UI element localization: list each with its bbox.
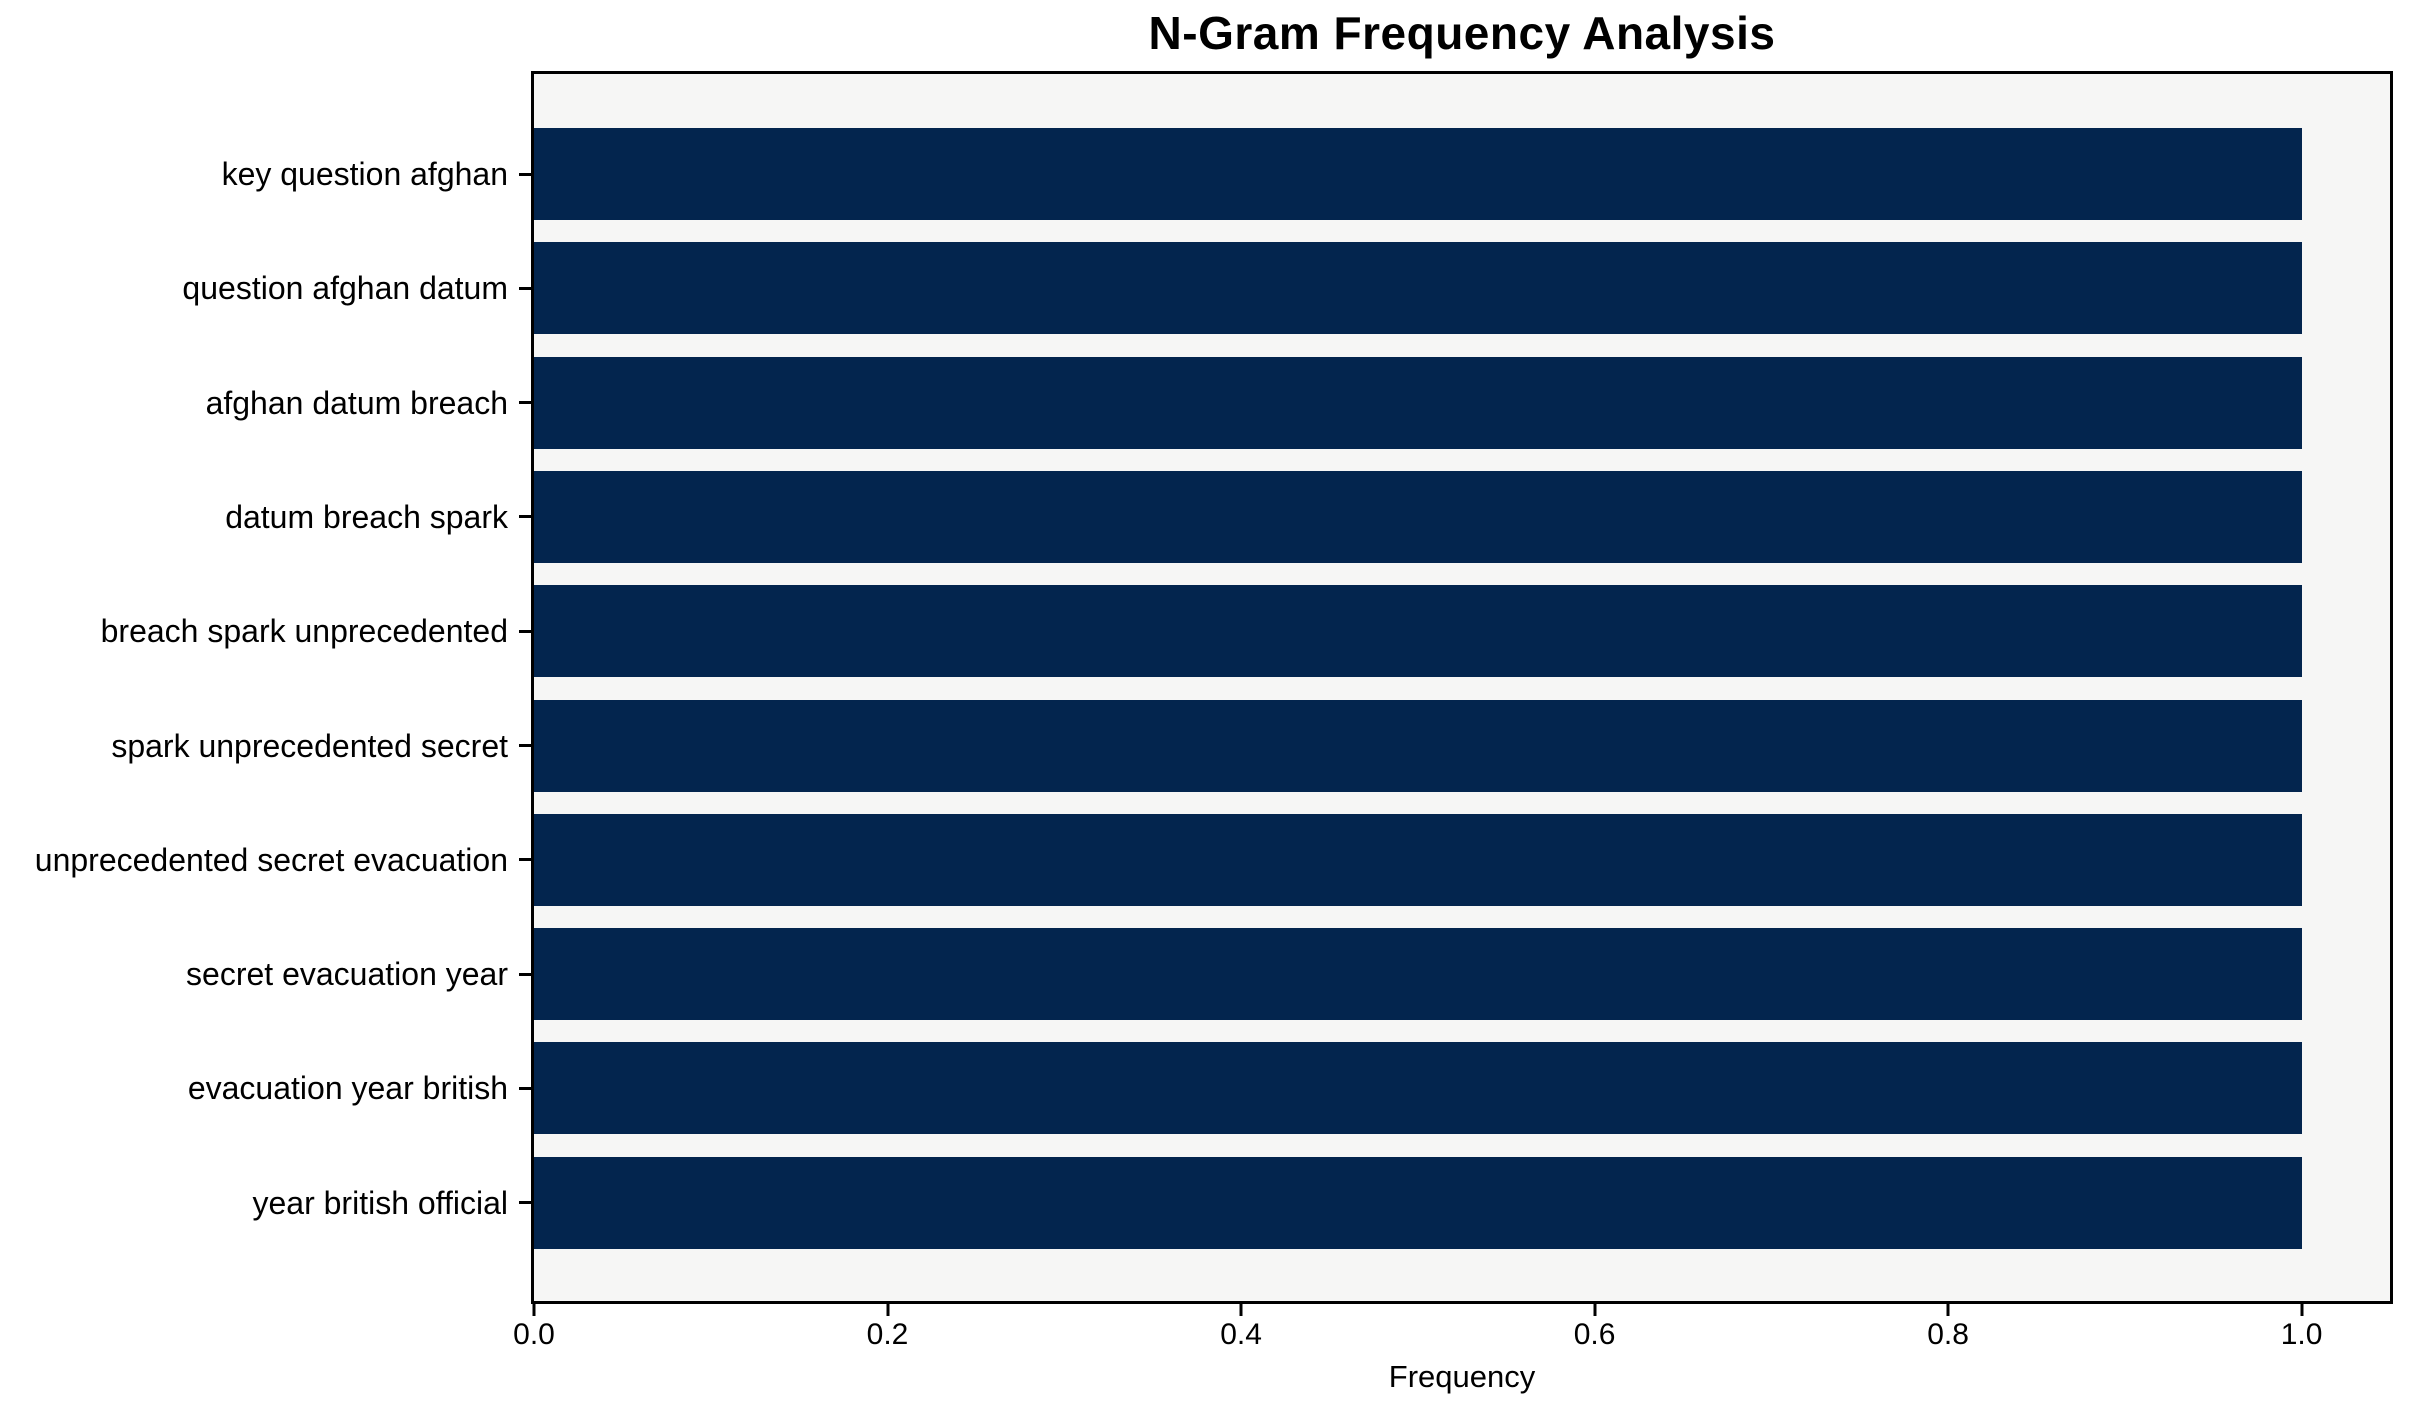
bar <box>534 699 2302 792</box>
y-tick-label: afghan datum breach <box>205 384 508 421</box>
bar <box>534 1156 2302 1249</box>
bar <box>534 585 2302 678</box>
y-tick-mark <box>519 629 531 633</box>
y-tick-mark <box>519 515 531 519</box>
x-tick-mark <box>1946 1304 1950 1316</box>
y-tick-mark <box>519 286 531 290</box>
x-tick-mark <box>1239 1304 1243 1316</box>
y-tick-label: datum breach spark <box>225 498 508 535</box>
y-tick-mark <box>519 401 531 405</box>
y-tick-mark <box>519 744 531 747</box>
x-tick-mark <box>1593 1304 1597 1316</box>
y-tick-label: evacuation year british <box>187 1070 508 1107</box>
y-tick-label: secret evacuation year <box>186 956 508 993</box>
y-tick-label: spark unprecedented secret <box>111 727 508 764</box>
x-tick-mark <box>2300 1304 2304 1316</box>
x-tick-mark <box>532 1304 536 1316</box>
y-tick-mark <box>519 1201 531 1205</box>
plot-area: Frequency key question afghan question af… <box>35 71 2393 1392</box>
x-tick-label: 0.0 <box>513 1318 555 1351</box>
x-tick-label: 0.6 <box>1573 1318 1616 1351</box>
chart-title: N-Gram Frequency Analysis <box>1148 7 1776 59</box>
bar <box>534 128 2302 220</box>
bar <box>534 813 2302 906</box>
bar <box>534 1042 2302 1135</box>
y-tick-mark <box>519 858 531 862</box>
bar <box>534 242 2302 335</box>
y-tick-mark <box>519 172 531 176</box>
y-tick-mark <box>519 972 531 976</box>
x-tick-label: 0.4 <box>1220 1318 1262 1351</box>
bar <box>534 470 2302 563</box>
x-tick-mark <box>886 1304 890 1316</box>
y-tick-label: key question afghan <box>221 156 508 192</box>
y-tick-label: year british official <box>252 1184 508 1221</box>
bar <box>534 356 2302 449</box>
y-tick-label: question afghan datum <box>182 270 508 307</box>
y-tick-label: breach spark unprecedented <box>100 613 508 650</box>
y-tick-mark <box>519 1086 531 1090</box>
y-tick-label: unprecedented secret evacuation <box>34 841 508 878</box>
x-tick-label: 1.0 <box>2280 1318 2323 1351</box>
title-band: N-Gram Frequency Analysis <box>531 6 2393 60</box>
x-axis-label: Frequency <box>1388 1359 1536 1394</box>
x-tick-label: 0.2 <box>866 1318 909 1351</box>
bar <box>534 928 2302 1021</box>
x-tick-label: 0.8 <box>1927 1318 1969 1351</box>
